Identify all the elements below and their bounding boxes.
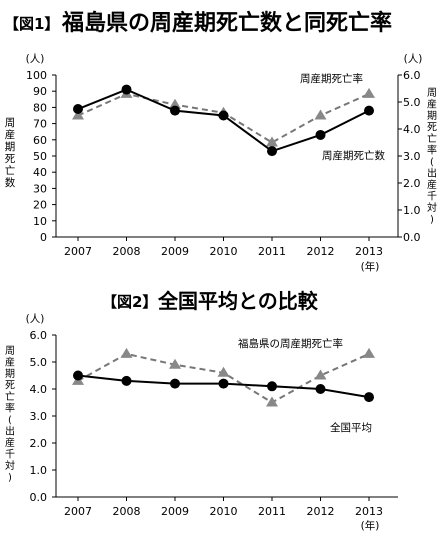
series-national-point — [267, 381, 277, 392]
y-tick-label: 6.0 — [30, 329, 48, 342]
y-right-tick-label: 2.0 — [403, 177, 421, 190]
chart-2: 0.0 1.0 2.0 3.0 4.0 5.0 6.0 2007 2008 2009 2010 201… — [5, 313, 398, 532]
y-unit: (人) — [26, 313, 45, 325]
y-right-tick-label: 0.0 — [403, 231, 421, 244]
y-left-tick-label: 100 — [26, 69, 47, 82]
y-tick-label: 2.0 — [30, 437, 48, 450]
y-label: 周産期死亡率(出産千対) — [5, 345, 15, 484]
x-tick-label: 2009 — [161, 505, 189, 518]
x-unit-label: (年) — [361, 519, 380, 532]
x-tick-label: 2013 — [355, 245, 383, 258]
x-tick-label: 2008 — [113, 245, 141, 258]
y-left-tick-label: 30 — [33, 182, 47, 195]
fig2-title: 全国平均との比較 — [157, 289, 319, 313]
series-count-point — [267, 146, 277, 157]
y-left-tick-label: 60 — [33, 134, 47, 147]
legend-label-national: 全国平均 — [330, 421, 372, 434]
y-right-tick-label: 4.0 — [403, 123, 421, 136]
y-left-tick-label: 70 — [33, 118, 47, 131]
series-count-point — [364, 105, 374, 116]
y-right-tick-label: 3.0 — [403, 150, 421, 163]
x-tick-label: 2012 — [307, 245, 335, 258]
y-left-tick-label: 10 — [33, 215, 47, 228]
y-tick-label: 1.0 — [30, 464, 48, 477]
y-right-label: 周産期死亡率(出産千対) — [427, 87, 437, 226]
series-national-point — [364, 392, 374, 403]
series-fukushima-point — [266, 396, 278, 407]
series-national-point — [121, 375, 132, 386]
series-fukushima-point — [314, 369, 327, 380]
series-count-point — [170, 105, 180, 116]
y-right-tick-label: 5.0 — [403, 96, 421, 109]
y-left-tick-label: 20 — [33, 199, 47, 212]
series-count-point — [315, 129, 326, 140]
y-right-unit: (人) — [404, 53, 423, 65]
y-left-label: 周産期死亡数 — [5, 117, 16, 189]
series-rate-point — [266, 136, 278, 147]
x-tick-label: 2012 — [307, 505, 335, 518]
x-tick-label: 2010 — [210, 245, 238, 258]
x-unit-label: (年) — [361, 260, 380, 273]
series-count-point — [218, 110, 229, 121]
series-rate-point — [314, 109, 327, 120]
x-tick-label: 2008 — [113, 505, 141, 518]
y-tick-label: 0.0 — [30, 491, 48, 504]
x-tick-label: 2013 — [355, 505, 383, 518]
x-tick-label: 2009 — [161, 245, 189, 258]
legend-label-fukushima: 福島県の周産期死亡率 — [238, 337, 343, 350]
y-right-tick-label: 1.0 — [403, 204, 421, 217]
y-left-tick-label: 80 — [33, 101, 47, 114]
y-left-tick-label: 0 — [40, 231, 47, 244]
series-count-point — [73, 104, 83, 115]
x-tick-label: 2011 — [258, 505, 286, 518]
series-fukushima-point — [169, 358, 181, 369]
series-fukushima-point — [363, 347, 375, 358]
series-national-point — [170, 378, 180, 389]
series-rate-point — [169, 98, 181, 109]
series-rate-point — [72, 109, 84, 120]
chart-1: 0 10 20 30 40 50 60 70 80 90 100 0.0 1.0 2.0 3.0 4.0 5.0… — [5, 53, 437, 273]
legend-label-rate: 周産期死亡率 — [300, 72, 363, 85]
series-rate-point — [363, 87, 375, 98]
y-left-tick-label: 50 — [33, 150, 47, 163]
y-left-tick-label: 90 — [33, 85, 47, 98]
series-fukushima-point — [217, 366, 230, 377]
x-tick-label: 2010 — [210, 505, 238, 518]
y-left-unit: (人) — [26, 53, 45, 65]
y-tick-label: 3.0 — [30, 410, 48, 423]
y-tick-label: 5.0 — [30, 356, 48, 369]
x-tick-label: 2011 — [258, 245, 286, 258]
legend-label-count: 周産期死亡数 — [322, 149, 385, 162]
fig1-tag: 【図1】 — [4, 15, 59, 33]
x-tick-label: 2007 — [64, 505, 92, 518]
y-tick-label: 4.0 — [30, 383, 48, 396]
series-fukushima-point — [120, 347, 133, 358]
fig1-title: 福島県の周産期死亡数と同死亡率 — [61, 10, 392, 36]
series-national-point — [315, 384, 326, 394]
y-left-tick-label: 40 — [33, 166, 47, 179]
series-national-point — [218, 378, 229, 389]
fig2-tag: 【図2】 — [102, 293, 157, 311]
x-tick-label: 2007 — [64, 245, 92, 258]
y-right-tick-label: 6.0 — [403, 69, 421, 82]
series-count-point — [121, 84, 132, 95]
series-national-point — [73, 370, 83, 381]
